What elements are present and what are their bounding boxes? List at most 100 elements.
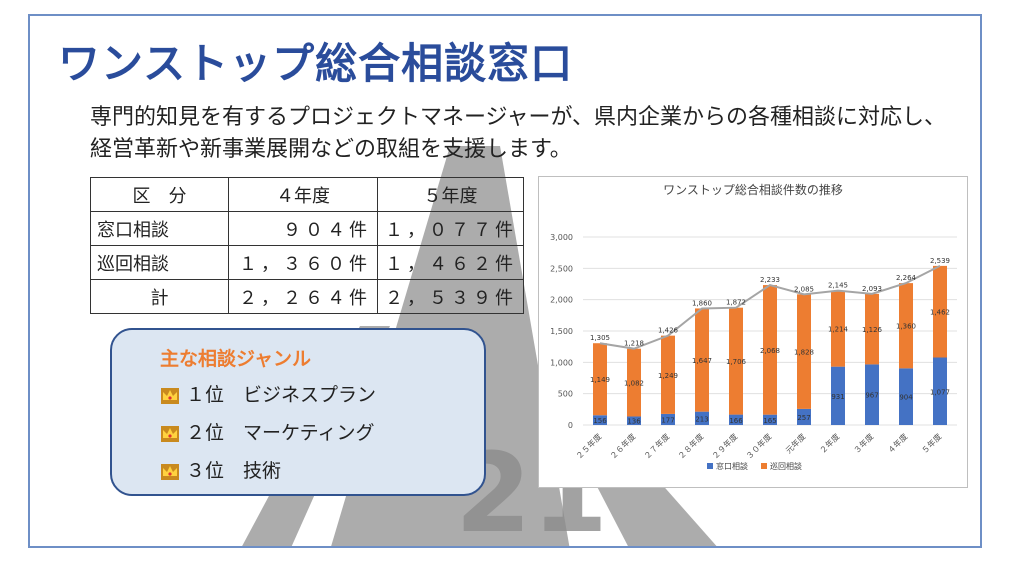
table-row: 巡回相談 １，３６０件 １，４６２件 bbox=[90, 245, 524, 280]
table-row: 窓口相談 ９０４件 １，０７７件 bbox=[90, 211, 524, 246]
data-label: 1,462 bbox=[930, 309, 950, 317]
data-label: 156 bbox=[593, 417, 607, 425]
y-tick-label: 1,000 bbox=[550, 358, 573, 367]
data-label: 213 bbox=[695, 415, 708, 423]
table-cell: ２，５３９件 bbox=[377, 279, 524, 314]
consultation-table: 区 分 ４年度 ５年度 窓口相談 ９０４件 １，０７７件 巡回相談 １，３６０件… bbox=[90, 177, 524, 314]
y-tick-label: 3,000 bbox=[550, 233, 573, 242]
bar-window bbox=[695, 411, 709, 425]
x-tick-label: ２６年度 bbox=[608, 431, 638, 461]
table-header: 区 分 bbox=[90, 177, 229, 212]
bar-visit bbox=[593, 343, 607, 416]
x-tick-label: ５年度 bbox=[919, 431, 943, 455]
total-label: 2,093 bbox=[862, 285, 882, 293]
data-label: 2,068 bbox=[760, 347, 780, 355]
bar-visit bbox=[831, 290, 845, 367]
x-tick-label: ４年度 bbox=[885, 431, 909, 455]
total-label: 2,085 bbox=[794, 285, 814, 293]
bar-window bbox=[627, 416, 641, 425]
table-cell: ９０４件 bbox=[228, 211, 378, 246]
bar-visit bbox=[661, 335, 675, 414]
table-cell: 計 bbox=[90, 279, 229, 314]
table-cell: １，４６２件 bbox=[377, 245, 524, 280]
chart-plot: 0 500 1,000 1,500 2,000 2,500 3,000 156 1,149 ２５年… bbox=[550, 233, 957, 471]
bar-window bbox=[865, 364, 879, 425]
genre-item: ３位 技術 bbox=[160, 456, 281, 483]
page-title: ワンストップ総合相談窓口 bbox=[58, 39, 574, 88]
bar-window bbox=[593, 415, 607, 425]
bar-visit bbox=[933, 265, 947, 358]
bar-window bbox=[729, 414, 743, 425]
table-cell: 巡回相談 bbox=[90, 245, 229, 280]
x-tick-label: ３０年度 bbox=[744, 431, 774, 461]
data-label: 1,360 bbox=[896, 323, 916, 331]
y-tick-label: 2,000 bbox=[550, 296, 573, 305]
data-label: 1,082 bbox=[624, 380, 644, 388]
bar-visit bbox=[627, 348, 641, 417]
bar-visit bbox=[695, 308, 709, 412]
legend-label: 巡回相談 bbox=[770, 461, 802, 471]
total-label: 2,539 bbox=[930, 257, 950, 265]
data-label: 1,828 bbox=[794, 349, 814, 357]
data-label: 166 bbox=[729, 417, 743, 425]
legend-label: 窓口相談 bbox=[716, 461, 748, 471]
bar-window bbox=[763, 414, 777, 425]
bar-window bbox=[661, 413, 675, 425]
x-tick-label: ２８年度 bbox=[676, 431, 706, 461]
table-header: ４年度 bbox=[228, 177, 378, 212]
crown-icon bbox=[161, 425, 179, 442]
data-label: 177 bbox=[661, 416, 674, 424]
table-cell: １，３６０件 bbox=[228, 245, 378, 280]
crown-icon bbox=[161, 463, 179, 480]
chart-title: ワンストップ総合相談件数の推移 bbox=[663, 183, 843, 197]
legend-swatch bbox=[761, 463, 767, 469]
data-label: 1,149 bbox=[590, 376, 610, 384]
y-tick-label: 2,500 bbox=[550, 264, 573, 273]
total-label: 1,860 bbox=[692, 299, 712, 307]
data-label: 257 bbox=[797, 414, 810, 422]
data-label: 1,249 bbox=[658, 372, 678, 380]
bar-window bbox=[899, 368, 913, 425]
bar-window bbox=[831, 366, 845, 425]
data-label: 1,647 bbox=[692, 357, 712, 365]
consultation-chart: ワンストップ総合相談件数の推移 0 500 1,000 1,500 2,000 2,500… bbox=[538, 176, 968, 488]
bar-window bbox=[797, 408, 811, 425]
total-label: 2,233 bbox=[760, 276, 780, 284]
genre-rank: １位 bbox=[186, 384, 225, 406]
genre-rank: ２位 bbox=[186, 422, 225, 444]
x-tick-label: ２５年度 bbox=[574, 431, 604, 461]
total-label: 2,264 bbox=[896, 274, 917, 282]
total-label: 2,145 bbox=[828, 282, 848, 290]
data-label: 1,077 bbox=[930, 388, 950, 396]
table-cell: ２，２６４件 bbox=[228, 279, 378, 314]
data-label: 931 bbox=[831, 393, 844, 401]
lead-text: 専門的知見を有するプロジェクトマネージャーが、県内企業からの各種相談に対応し、経… bbox=[90, 105, 947, 162]
bar-visit bbox=[797, 294, 811, 409]
crown-icon bbox=[161, 387, 179, 404]
y-tick-label: 1,500 bbox=[550, 327, 573, 336]
bar-visit bbox=[763, 285, 777, 415]
genre-label: 技術 bbox=[243, 460, 282, 482]
total-label: 1,305 bbox=[590, 334, 610, 342]
total-label: 1,872 bbox=[726, 299, 746, 307]
x-tick-label: ２９年度 bbox=[710, 431, 740, 461]
genre-title: 主な相談ジャンル bbox=[160, 348, 312, 370]
legend-swatch bbox=[707, 463, 713, 469]
total-line bbox=[599, 264, 941, 350]
data-label: 967 bbox=[865, 392, 878, 400]
genre-label: ビジネスプラン bbox=[243, 384, 377, 406]
data-label: 1,214 bbox=[828, 326, 849, 334]
y-tick-label: 0 bbox=[568, 421, 573, 430]
table-row: 計 ２，２６４件 ２，５３９件 bbox=[90, 279, 524, 314]
bar-visit bbox=[729, 307, 743, 415]
bar-visit bbox=[899, 283, 913, 369]
data-label: 136 bbox=[627, 418, 641, 426]
data-label: 904 bbox=[899, 394, 913, 402]
x-tick-label: ３年度 bbox=[851, 431, 875, 455]
y-tick-label: 500 bbox=[558, 390, 573, 399]
x-tick-label: 元年度 bbox=[783, 431, 807, 455]
table-cell: 窓口相談 bbox=[90, 211, 229, 246]
data-label: 165 bbox=[763, 417, 776, 425]
data-label: 1,706 bbox=[726, 358, 747, 366]
